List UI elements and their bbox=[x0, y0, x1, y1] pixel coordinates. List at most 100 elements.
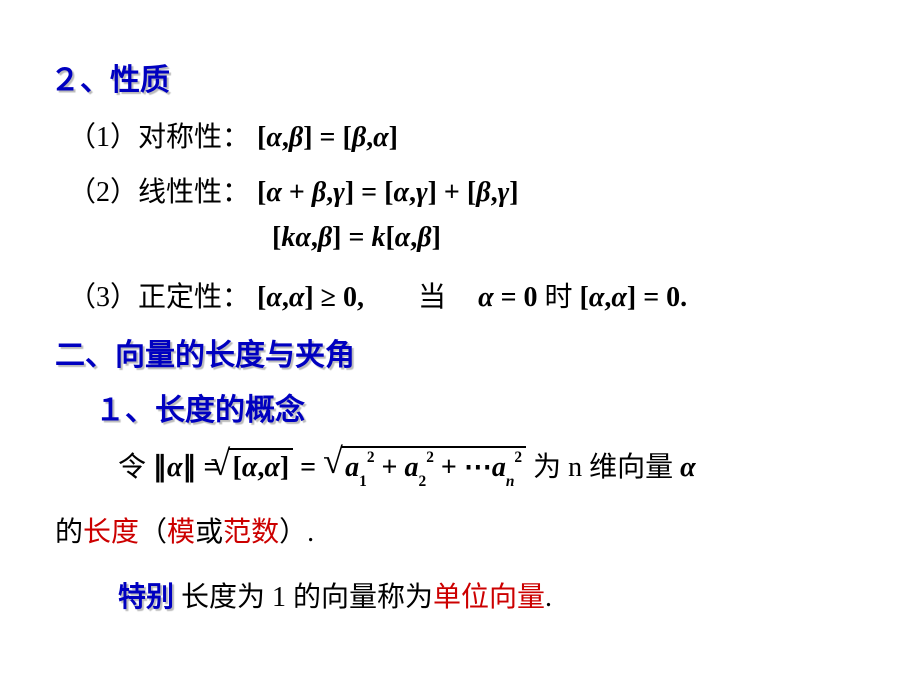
t: [ bbox=[580, 282, 589, 313]
mid1: （ bbox=[139, 517, 167, 548]
t: ] bbox=[627, 282, 636, 313]
a2: α bbox=[373, 122, 389, 153]
mid2: 或 bbox=[195, 517, 223, 548]
alpha: α bbox=[478, 282, 494, 313]
norm-line: 令 ∥α∥ = √ [α,α] = √ a12 + a22 + ⋯an2 为 n… bbox=[118, 445, 696, 488]
t: ] bbox=[280, 452, 289, 483]
special-line: 特别 长度为 1 的向量称为单位向量. bbox=[118, 575, 552, 615]
prop2-label: （2）线性性： bbox=[68, 177, 250, 208]
t: ] bbox=[304, 282, 313, 313]
t: , bbox=[491, 177, 498, 208]
t: , bbox=[311, 222, 318, 253]
t: α bbox=[266, 177, 282, 208]
mid3: ）. bbox=[279, 517, 314, 548]
pre: 的 bbox=[55, 517, 83, 548]
pl: + bbox=[375, 452, 405, 483]
t: α bbox=[611, 282, 627, 313]
s1: 1 bbox=[359, 473, 367, 490]
heading-length-concept: １、长度的概念 bbox=[95, 385, 305, 429]
eq0: = 0 bbox=[494, 282, 538, 313]
p22: 2 bbox=[426, 449, 434, 466]
special-label: 特别 bbox=[118, 582, 174, 613]
t: + bbox=[437, 177, 467, 208]
t: α bbox=[589, 282, 605, 313]
t: β bbox=[312, 177, 326, 208]
pl2: + ⋯ bbox=[434, 452, 492, 483]
t: α bbox=[242, 452, 258, 483]
t: + bbox=[282, 177, 312, 208]
post1: 为 n 维向量 bbox=[533, 452, 680, 483]
t: α bbox=[264, 452, 280, 483]
t: α bbox=[289, 282, 305, 313]
b6: ] bbox=[389, 122, 398, 153]
t: ] bbox=[332, 222, 341, 253]
a: α bbox=[167, 452, 183, 483]
norm-line2: 的长度（模或范数）. bbox=[55, 510, 314, 550]
t: α bbox=[295, 222, 311, 253]
t: [ bbox=[467, 177, 476, 208]
t: β bbox=[476, 177, 490, 208]
c: , bbox=[282, 122, 289, 153]
a2: a bbox=[404, 452, 418, 483]
t: [ bbox=[232, 452, 241, 483]
prop3-line: （3）正定性： [α,α] ≥ 0, 当 α = 0 时 [α,α] = 0. bbox=[68, 275, 687, 315]
prop2-line2: [kα,β] = k[α,β] bbox=[272, 222, 441, 254]
sqrt2: √ a12 + a22 + ⋯an2 bbox=[341, 446, 526, 488]
b5: β bbox=[352, 122, 366, 153]
t: ] bbox=[428, 177, 437, 208]
t: k bbox=[281, 222, 295, 253]
t: γ bbox=[333, 177, 345, 208]
bar2: ∥ bbox=[183, 452, 197, 483]
pn: 2 bbox=[514, 449, 522, 466]
a1: a bbox=[345, 452, 359, 483]
t: , bbox=[409, 177, 416, 208]
t: = bbox=[342, 222, 372, 253]
bar1: ∥ bbox=[153, 452, 167, 483]
sqrt1: √ [α,α] bbox=[228, 448, 293, 484]
an: a bbox=[492, 452, 506, 483]
red2: 模 bbox=[167, 517, 195, 548]
t: , bbox=[282, 282, 289, 313]
s2: 2 bbox=[418, 473, 426, 490]
t: ] bbox=[345, 177, 354, 208]
p2: 2 bbox=[367, 449, 375, 466]
t: α bbox=[393, 177, 409, 208]
t: = bbox=[354, 177, 384, 208]
t: k bbox=[371, 222, 385, 253]
t: α bbox=[395, 222, 411, 253]
heading-section2: 二、向量的长度与夹角 bbox=[55, 330, 355, 374]
eq2: = bbox=[300, 452, 323, 483]
t: [ bbox=[257, 282, 266, 313]
red3: 范数 bbox=[223, 517, 279, 548]
when-pre: 当 bbox=[418, 282, 446, 313]
t: γ bbox=[416, 177, 428, 208]
prop1-label: （1）对称性： bbox=[68, 122, 250, 153]
b2: β bbox=[289, 122, 303, 153]
text2: . bbox=[545, 582, 552, 613]
t: γ bbox=[498, 177, 510, 208]
prop1-line: （1）对称性： [α,β] = [β,α] bbox=[68, 115, 398, 155]
t: [ bbox=[385, 222, 394, 253]
heading-properties: ２、性质 bbox=[50, 55, 170, 99]
eq: = bbox=[313, 122, 343, 153]
text1: 长度为 1 的向量称为 bbox=[174, 582, 433, 613]
t: ≥ 0, bbox=[314, 282, 364, 313]
prop3-label: （3）正定性： bbox=[68, 282, 250, 313]
alpha2: α bbox=[680, 452, 696, 483]
pre: 令 bbox=[118, 452, 153, 483]
t: α bbox=[266, 282, 282, 313]
t: ] bbox=[432, 222, 441, 253]
b4: [ bbox=[342, 122, 351, 153]
t: = 0. bbox=[636, 282, 687, 313]
t: β bbox=[318, 222, 332, 253]
a: α bbox=[266, 122, 282, 153]
red: 单位向量 bbox=[433, 582, 545, 613]
b3: ] bbox=[303, 122, 312, 153]
t: β bbox=[417, 222, 431, 253]
t: [ bbox=[257, 177, 266, 208]
sn: n bbox=[506, 473, 515, 490]
t: ] bbox=[509, 177, 518, 208]
red1: 长度 bbox=[83, 517, 139, 548]
b: [ bbox=[257, 122, 266, 153]
when-post: 时 bbox=[545, 282, 573, 313]
